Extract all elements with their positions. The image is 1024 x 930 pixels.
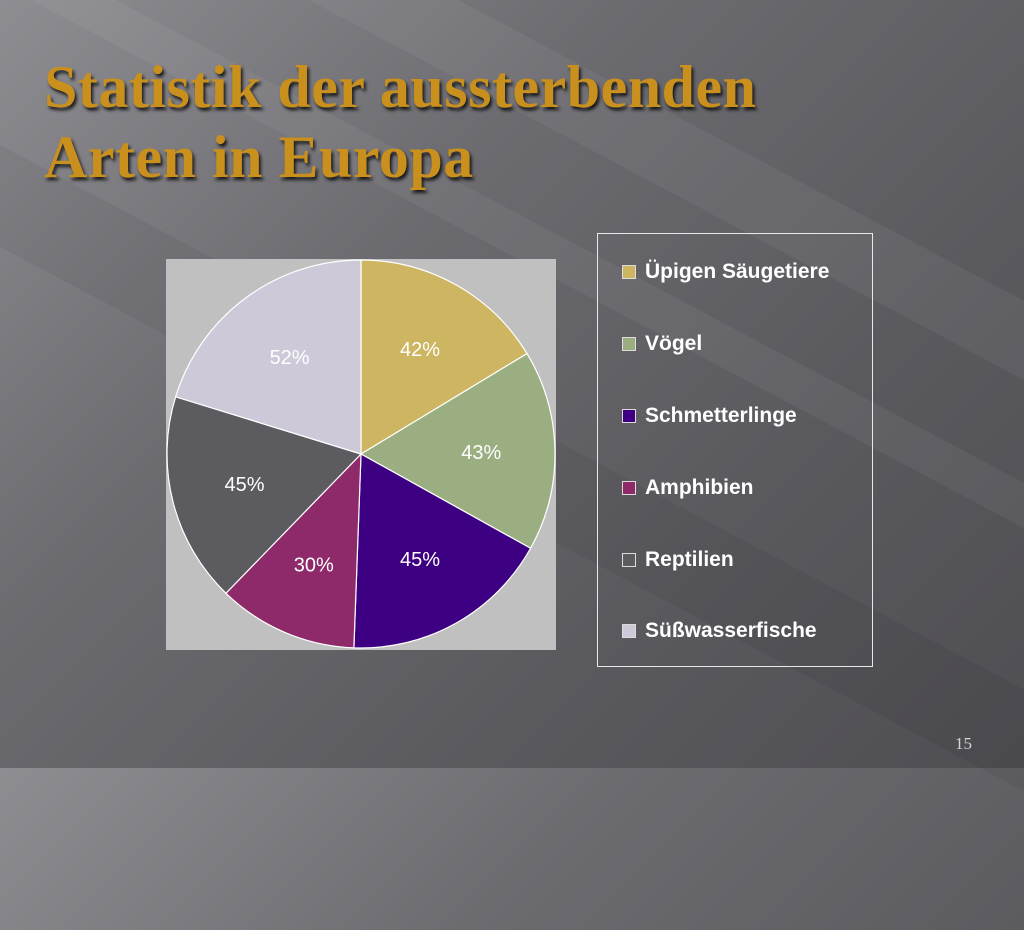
- legend-swatch: [622, 337, 636, 351]
- slide-title-line-1: Statistik der aussterbenden: [44, 54, 757, 120]
- pie-data-label: 45%: [400, 549, 440, 571]
- pie-slice: [353, 453, 532, 649]
- legend-swatch: [622, 409, 636, 423]
- pie-slice: [359, 352, 556, 550]
- pie-slice: [174, 259, 362, 455]
- legend-label: Süßwasserfische: [645, 619, 817, 642]
- legend-label: Vögel: [645, 332, 703, 355]
- legend-item: Amphibien: [622, 476, 754, 500]
- pie-slice: [360, 259, 528, 456]
- slide-title-line-2: Arten in Europa: [44, 124, 474, 190]
- legend-label: Üpigen Säugetiere: [645, 260, 830, 283]
- page-number: 15: [955, 734, 972, 753]
- pie-chart-area: 42% 43% 45% 30% 45% 52%: [166, 259, 556, 650]
- pie-data-label: 52%: [270, 347, 310, 369]
- pie-data-label: 42%: [400, 339, 440, 361]
- legend-swatch: [622, 265, 636, 279]
- pie-data-label: 30%: [294, 555, 334, 577]
- legend-item: Vögel: [622, 332, 702, 356]
- legend-item: Üpigen Säugetiere: [622, 260, 829, 284]
- legend-item: Schmetterlinge: [622, 404, 797, 428]
- legend-item: Reptilien: [622, 548, 734, 572]
- legend-label: Reptilien: [645, 548, 734, 571]
- legend-swatch: [622, 553, 636, 567]
- slide-title: Statistik der aussterbenden Arten in Eur…: [44, 52, 756, 192]
- pie-data-label: 43%: [461, 442, 501, 464]
- pie-slice: [166, 396, 363, 595]
- legend-item: Süßwasserfische: [622, 619, 817, 643]
- chart-legend: Üpigen Säugetiere Vögel Schmetterlinge A…: [597, 233, 873, 667]
- pie-slice: [225, 452, 362, 649]
- legend-swatch: [622, 481, 636, 495]
- legend-label: Amphibien: [645, 476, 754, 499]
- pie-chart: 42% 43% 45% 30% 45% 52%: [166, 259, 556, 649]
- pie-data-label: 45%: [224, 474, 264, 496]
- legend-label: Schmetterlinge: [645, 404, 797, 427]
- legend-swatch: [622, 624, 636, 638]
